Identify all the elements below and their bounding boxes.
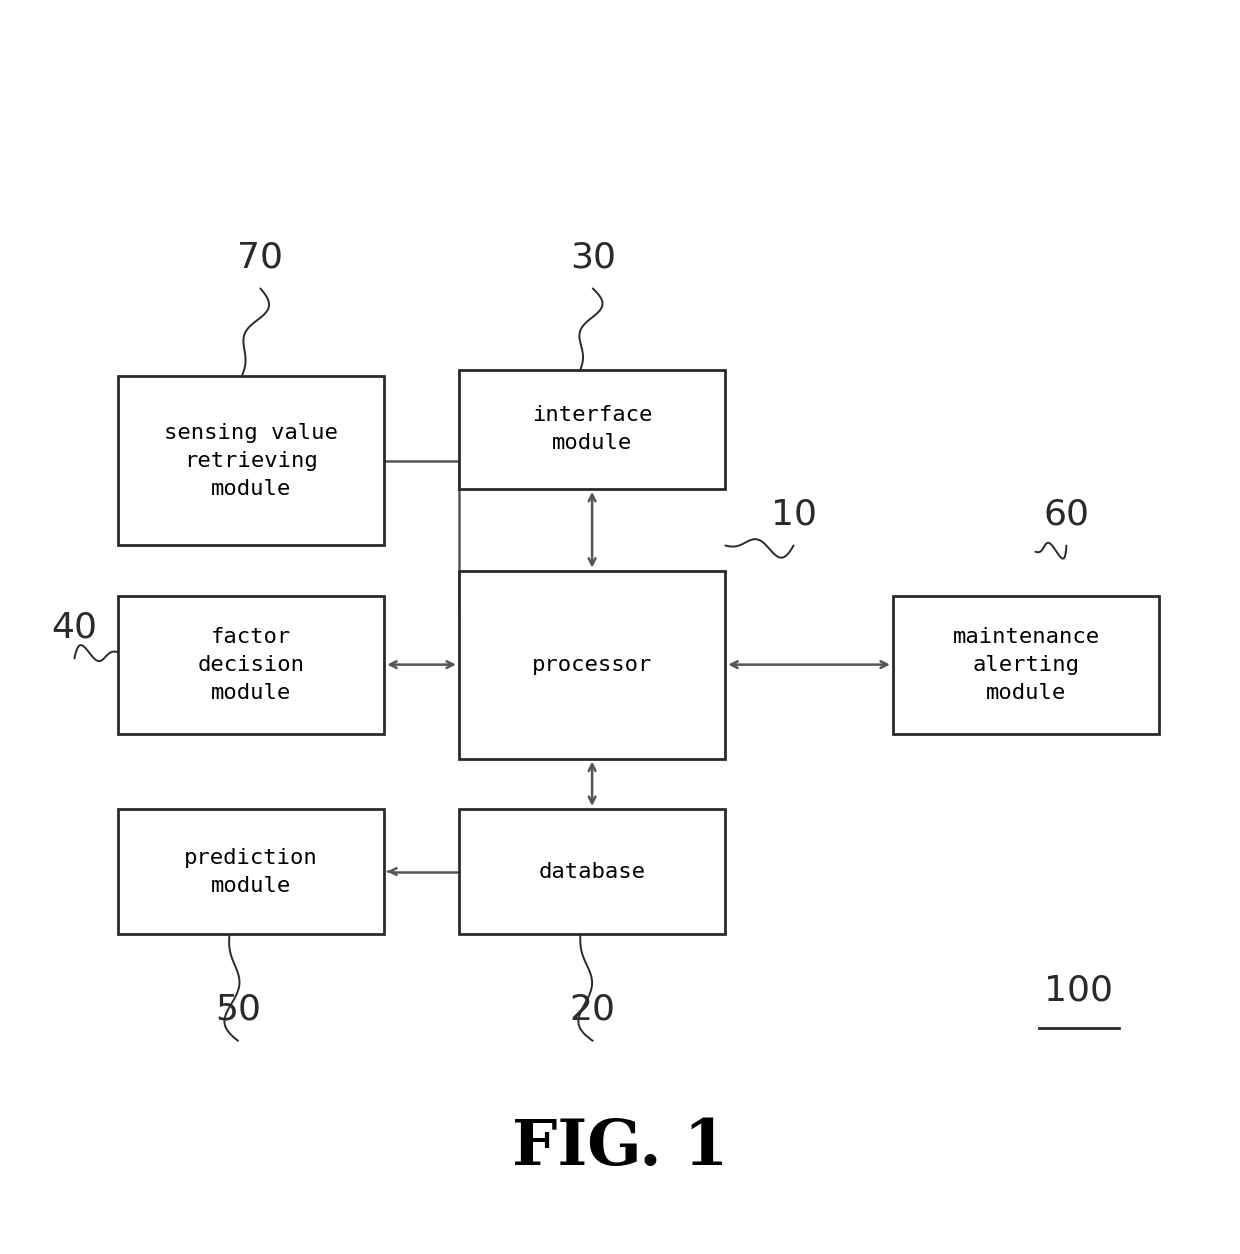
Text: prediction
module: prediction module (185, 848, 317, 895)
Text: 60: 60 (1043, 497, 1090, 532)
Text: FIG. 1: FIG. 1 (512, 1117, 728, 1178)
Text: 100: 100 (1044, 973, 1114, 1008)
Bar (118, 376, 384, 545)
Bar (118, 809, 384, 934)
Text: 70: 70 (237, 240, 284, 275)
Bar (459, 571, 725, 759)
Bar (893, 596, 1159, 734)
Text: factor
decision
module: factor decision module (197, 627, 305, 702)
Text: processor: processor (532, 655, 652, 675)
Bar (459, 809, 725, 934)
Text: database: database (538, 861, 646, 882)
Text: maintenance
alerting
module: maintenance alerting module (952, 627, 1100, 702)
Text: sensing value
retrieving
module: sensing value retrieving module (164, 423, 339, 499)
Text: 40: 40 (51, 609, 98, 645)
Text: 10: 10 (770, 497, 817, 532)
Bar (118, 596, 384, 734)
Text: 30: 30 (569, 240, 616, 275)
Text: interface
module: interface module (532, 405, 652, 454)
Text: 20: 20 (569, 992, 616, 1027)
Bar (459, 370, 725, 489)
Text: 50: 50 (215, 992, 262, 1027)
